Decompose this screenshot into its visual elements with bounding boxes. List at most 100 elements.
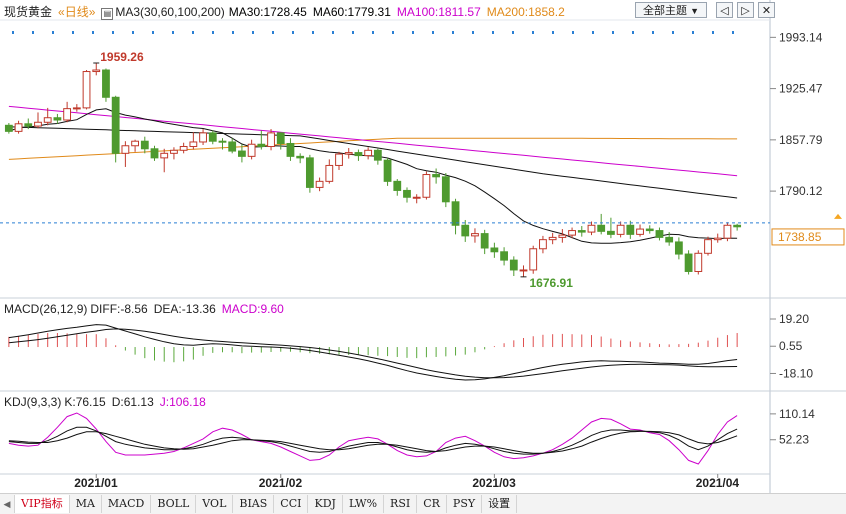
kdj-k-value: K:76.15 xyxy=(64,395,106,409)
candle-body xyxy=(14,123,23,132)
candle-body xyxy=(577,230,586,233)
candle-body xyxy=(140,140,149,150)
candle-body xyxy=(344,152,353,155)
ma-label: MA3(30,60,100,200) xyxy=(115,5,225,19)
candle-body xyxy=(189,141,198,148)
top-dot-marker xyxy=(52,31,54,34)
top-dot-marker xyxy=(132,31,134,34)
candle-body xyxy=(4,124,13,132)
candle-body xyxy=(674,241,683,255)
candle-body xyxy=(626,224,635,235)
tab-settings[interactable]: 设置 xyxy=(482,495,518,513)
candle-body xyxy=(111,96,120,154)
tab-cr[interactable]: CR xyxy=(417,495,447,513)
price-axis-label: 1925.47 xyxy=(779,82,823,96)
kdj-label: KDJ(9,3,3) xyxy=(4,395,62,409)
candle-body xyxy=(199,132,207,143)
candle-body xyxy=(131,140,139,147)
tab-scroll-left-icon[interactable]: ◀ xyxy=(0,495,15,513)
ma60-line xyxy=(8,126,738,199)
candle-body xyxy=(286,142,295,157)
top-dot-marker xyxy=(92,31,94,34)
candle-body xyxy=(218,140,227,143)
candle-body xyxy=(354,152,363,157)
candle-body xyxy=(645,228,654,232)
candle-body xyxy=(616,224,625,235)
kdj-header: KDJ(9,3,3) K:76.15 D:61.13 J:106.18 xyxy=(4,395,212,409)
tab-psy[interactable]: PSY xyxy=(447,495,483,513)
top-dot-marker xyxy=(572,31,574,34)
top-dot-marker xyxy=(72,31,74,34)
top-dot-marker xyxy=(532,31,534,34)
candle-body xyxy=(53,117,62,121)
candle-body xyxy=(373,149,382,161)
candle-body xyxy=(519,269,528,272)
top-dot-marker xyxy=(552,31,554,34)
candle-body xyxy=(655,230,664,238)
period-label[interactable]: «日线» xyxy=(58,5,96,19)
candle-body xyxy=(102,69,110,98)
tab-vol[interactable]: VOL xyxy=(196,495,234,513)
topic-select-value: 全部主题 xyxy=(643,5,687,17)
top-dot-marker xyxy=(332,31,334,34)
top-dot-marker xyxy=(512,31,514,34)
candle-body xyxy=(393,180,402,191)
tab-kdj[interactable]: KDJ xyxy=(308,495,343,513)
low-annotation: 1676.91 xyxy=(530,276,574,290)
time-axis-label: 2021/01 xyxy=(74,476,118,490)
candle-body xyxy=(733,224,742,228)
close-icon[interactable]: ✕ xyxy=(758,2,775,18)
ma200-value: MA200:1858.2 xyxy=(486,5,565,19)
indicator-tab-bar: ◀ VIP指标 MA MACD BOLL VOL BIAS CCI KDJ LW… xyxy=(0,493,846,514)
instrument-name: 现货黄金 xyxy=(4,5,53,19)
candle-body xyxy=(403,189,411,198)
tab-boll[interactable]: BOLL xyxy=(151,495,197,513)
candle-body xyxy=(529,248,538,271)
next-arrow-icon[interactable]: ▷ xyxy=(737,2,754,18)
top-dot-marker xyxy=(492,31,494,34)
candle-body xyxy=(713,237,722,241)
tab-vip[interactable]: VIP指标 xyxy=(15,495,70,513)
candle-body xyxy=(441,176,450,203)
candle-body xyxy=(296,155,305,159)
top-dot-marker xyxy=(692,31,694,34)
top-dot-marker xyxy=(312,31,314,34)
top-dot-marker xyxy=(172,31,174,34)
candle-body xyxy=(179,146,188,151)
tab-rsi[interactable]: RSI xyxy=(384,495,418,513)
price-axis-label: 1993.14 xyxy=(779,30,823,44)
top-dot-marker xyxy=(292,31,294,34)
macd-diff-value: DIFF:-8.56 xyxy=(90,302,148,316)
candle-body xyxy=(257,143,266,148)
tab-macd[interactable]: MACD xyxy=(102,495,152,513)
tab-cci[interactable]: CCI xyxy=(274,495,309,513)
candle-body xyxy=(558,234,567,238)
top-dot-marker xyxy=(652,31,654,34)
chevron-down-icon: ▼ xyxy=(690,6,699,16)
tab-ma[interactable]: MA xyxy=(70,495,102,513)
ma100-line xyxy=(8,105,738,177)
kdj-j-line xyxy=(8,412,738,465)
candle-body xyxy=(315,180,324,188)
top-dot-marker xyxy=(472,31,474,34)
candle-body xyxy=(121,145,130,154)
ma60-value: MA60:1779.31 xyxy=(312,5,391,19)
tab-lw[interactable]: LW% xyxy=(343,495,385,513)
top-dot-marker xyxy=(32,31,34,34)
current-price-label: 1738.85 xyxy=(778,230,822,244)
macd-axis-label: -18.10 xyxy=(779,366,813,380)
tab-bias[interactable]: BIAS xyxy=(233,495,275,513)
topic-select[interactable]: 全部主题 ▼ xyxy=(635,2,707,18)
macd-axis-label: 19.20 xyxy=(779,312,809,326)
candle-body xyxy=(24,123,33,127)
ma-settings-icon[interactable]: ▤ xyxy=(101,8,114,20)
candle-body xyxy=(490,247,499,253)
chart-header: 现货黄金 «日线» ▤ MA3(30,60,100,200) MA30:1728.45 M… xyxy=(4,3,571,20)
time-axis-label: 2021/03 xyxy=(472,476,516,490)
macd-label: MACD(26,12,9) xyxy=(4,302,88,316)
prev-arrow-icon[interactable]: ◁ xyxy=(716,2,733,18)
candle-body xyxy=(636,228,644,235)
alert-triangle-icon xyxy=(834,213,842,219)
top-dot-marker xyxy=(672,31,674,34)
top-dot-marker xyxy=(272,31,274,34)
